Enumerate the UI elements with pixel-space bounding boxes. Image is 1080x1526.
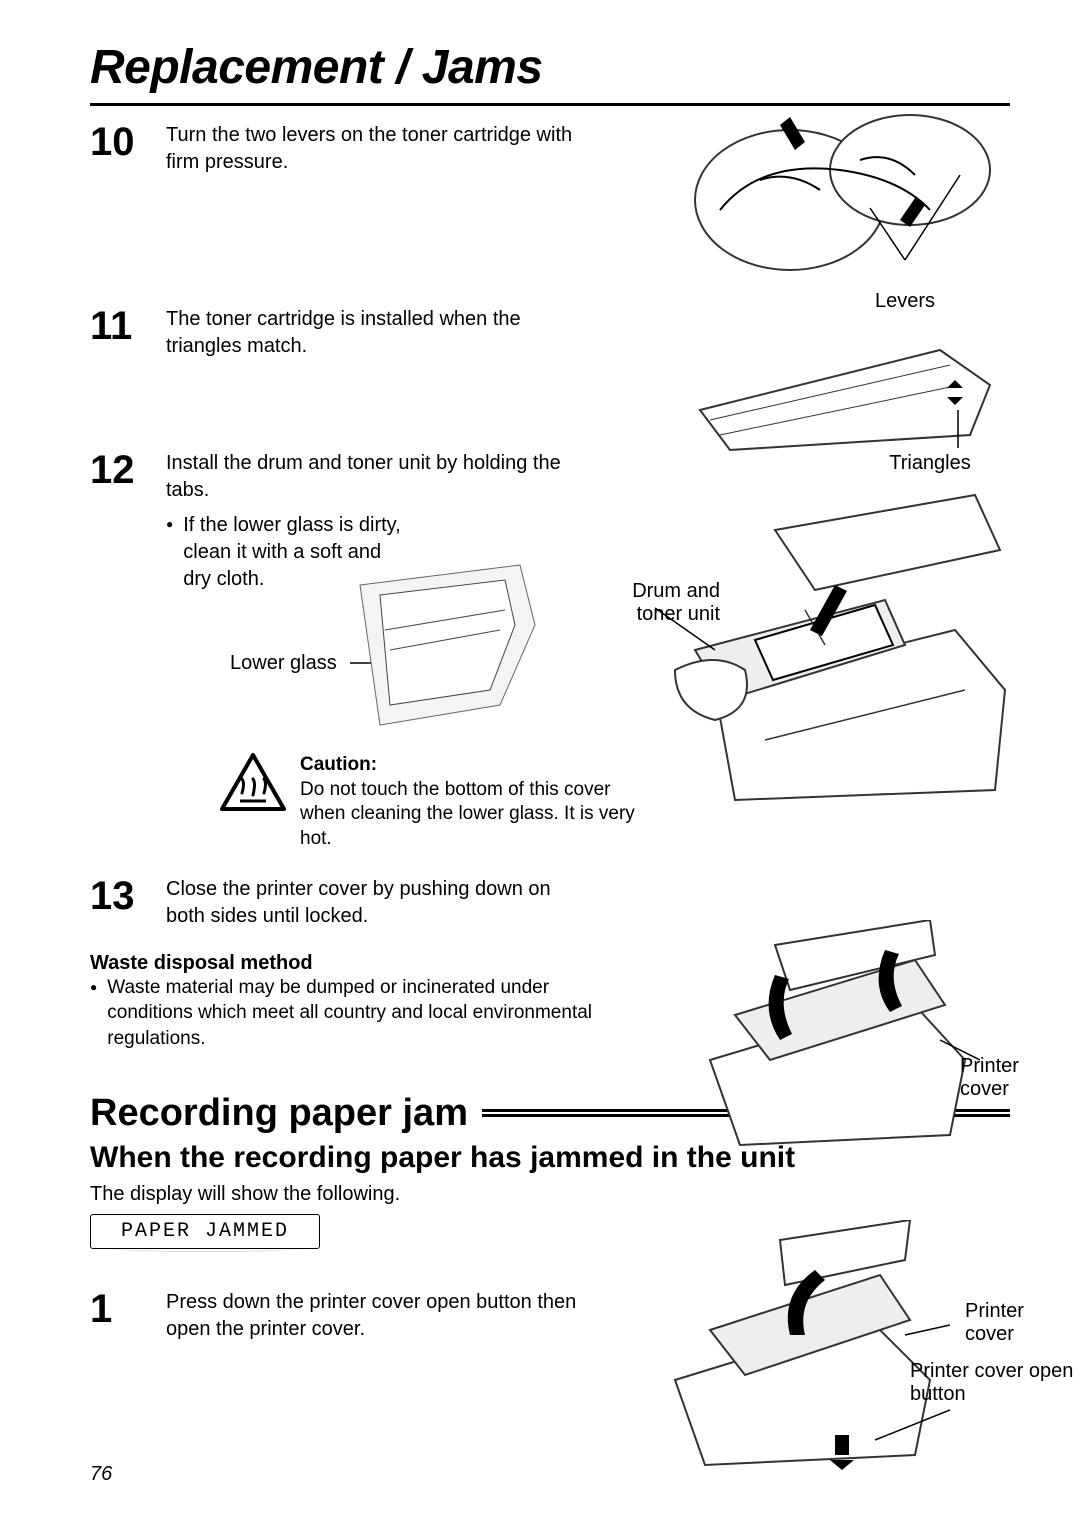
step-text: Press down the printer cover open button… <box>166 1289 586 1343</box>
step-text: The toner cartridge is installed when th… <box>166 306 586 360</box>
caution-text: Caution: Do not touch the bottom of this… <box>300 753 640 852</box>
open-button-label: Printer cover open button <box>910 1360 1080 1406</box>
triangles-label: Triangles <box>889 452 971 475</box>
waste-body: Waste material may be dumped or incinera… <box>90 975 610 1052</box>
figure-drum-unit <box>655 490 1025 810</box>
caution-icon <box>220 753 286 811</box>
waste-heading: Waste disposal method <box>90 952 610 975</box>
printer-cover-illustration <box>680 920 980 1150</box>
page-title: Replacement / Jams <box>90 40 1010 95</box>
step-number: 11 <box>90 306 150 346</box>
printer-cover-label: Printer cover <box>960 1055 1050 1101</box>
figure-triangles: Triangles <box>680 330 1010 475</box>
waste-disposal: Waste disposal method Waste material may… <box>90 952 610 1052</box>
step-main-text: Install the drum and toner unit by holdi… <box>166 452 561 501</box>
levers-illustration <box>680 90 1010 300</box>
step-number: 13 <box>90 876 150 916</box>
lower-glass-text: Lower glass <box>230 652 337 674</box>
printer-cover-label-2: Printer cover <box>965 1300 1055 1346</box>
step-number: 1 <box>90 1289 150 1329</box>
triangles-illustration <box>680 330 1010 460</box>
step-text: Close the printer cover by pushing down … <box>166 876 586 930</box>
caution-label: Caution: <box>300 754 377 775</box>
waste-text: Waste material may be dumped or incinera… <box>107 975 610 1052</box>
jam-open-illustration <box>650 1220 950 1470</box>
step-number: 10 <box>90 122 150 162</box>
section-title: Recording paper jam <box>90 1092 468 1135</box>
figure-printer-cover <box>680 920 980 1150</box>
drum-illustration <box>655 490 1025 810</box>
lcd-display: PAPER JAMMED <box>90 1214 320 1249</box>
lower-glass-label: Lower glass <box>230 652 337 675</box>
levers-label: Levers <box>875 290 935 313</box>
step-number: 12 <box>90 450 150 490</box>
caution-block: Caution: Do not touch the bottom of this… <box>220 753 640 852</box>
step-text: Turn the two levers on the toner cartrid… <box>166 122 586 176</box>
page-number: 76 <box>90 1463 112 1486</box>
caution-body: Do not touch the bottom of this cover wh… <box>300 779 635 849</box>
lower-glass-figure <box>350 555 540 755</box>
lead-text: The display will show the following. <box>90 1183 1010 1206</box>
figure-jam-open <box>650 1220 950 1470</box>
figure-levers: Levers <box>680 90 1010 313</box>
